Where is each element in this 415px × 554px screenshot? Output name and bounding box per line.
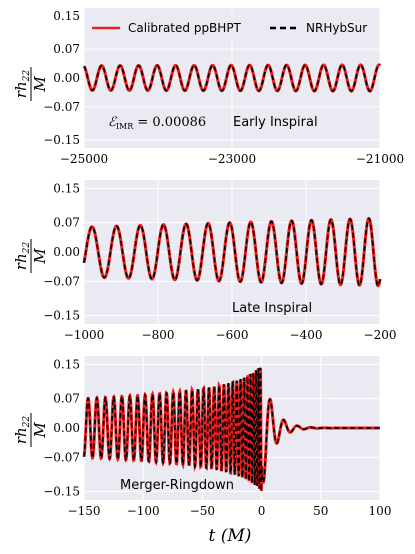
tick-labels: −1000 −800 −600 −400 −200 0.15 0.07 0.00 −0.07 −0… bbox=[43, 181, 396, 342]
svg-text:M: M bbox=[31, 422, 49, 439]
x-tick-label: −25000 bbox=[60, 152, 108, 166]
x-tick-label: −100 bbox=[127, 504, 160, 518]
x-tick-label: −1000 bbox=[64, 328, 105, 342]
legend: Calibrated ppBHPT NRHybSur bbox=[86, 14, 378, 40]
x-tick-label: −150 bbox=[68, 504, 101, 518]
y-tick-label: 0.07 bbox=[53, 215, 80, 229]
panel-annotation: Merger-Ringdown bbox=[120, 478, 234, 493]
svg-text:M: M bbox=[31, 76, 49, 93]
y-tick-label: 0.07 bbox=[53, 391, 80, 405]
waveform-curves bbox=[82, 367, 380, 492]
panel-early-inspiral: −25000 −23000 −21000 0.15 0.07 0.00 −0.07 −0.15… bbox=[43, 8, 404, 166]
tick-labels: −150 −100 −50 0 50 100 0.15 0.07 0.00 −0.07 −0.15 bbox=[43, 357, 391, 518]
y-tick-label: −0.15 bbox=[43, 485, 80, 499]
series-line-nrhybsur bbox=[83, 217, 381, 287]
y-tick-label: 0.15 bbox=[53, 9, 80, 23]
y-tick-label: −0.07 bbox=[43, 100, 80, 114]
x-tick-label: 50 bbox=[313, 504, 328, 518]
y-tick-label: 0.15 bbox=[53, 357, 80, 371]
x-tick-label: −800 bbox=[142, 328, 175, 342]
legend-box bbox=[86, 14, 378, 40]
y-tick-label: −0.15 bbox=[43, 309, 80, 323]
panel-late-inspiral: −1000 −800 −600 −400 −200 0.15 0.07 0.00 −0.07 −0… bbox=[43, 180, 396, 342]
x-tick-label: −50 bbox=[190, 504, 215, 518]
series-line-nrhybsur bbox=[83, 64, 381, 92]
panel-annotation: Early Inspiral bbox=[233, 115, 318, 130]
svg-text:rh22: rh22 bbox=[12, 242, 32, 271]
legend-label-calibrated: Calibrated ppBHPT bbox=[128, 21, 242, 35]
y-axis-label-1: rh22 M bbox=[12, 67, 49, 101]
error-label: ℰIMR = 0.00086 bbox=[108, 115, 206, 131]
x-tick-label: 0 bbox=[258, 504, 266, 518]
y-tick-label: −0.15 bbox=[43, 133, 80, 147]
y-tick-label: 0.00 bbox=[53, 245, 80, 259]
y-tick-label: −0.07 bbox=[43, 275, 80, 289]
panel-annotation: Late Inspiral bbox=[232, 301, 312, 316]
y-tick-label: −0.07 bbox=[43, 451, 80, 465]
x-axis-label: t (M) bbox=[209, 526, 252, 546]
x-tick-label: −21000 bbox=[356, 152, 404, 166]
x-tick-label: −600 bbox=[216, 328, 249, 342]
x-tick-label: −23000 bbox=[208, 152, 256, 166]
tick-labels: −25000 −23000 −21000 0.15 0.07 0.00 −0.07 −0.15 bbox=[43, 9, 404, 166]
y-tick-label: 0.00 bbox=[53, 71, 80, 85]
y-axis-label-2: rh22 M bbox=[12, 239, 49, 273]
x-tick-label: 100 bbox=[369, 504, 392, 518]
y-tick-label: 0.07 bbox=[53, 42, 80, 56]
legend-label-nrhybsur: NRHybSur bbox=[306, 21, 367, 35]
series-line-nrhybsur bbox=[83, 367, 380, 492]
waveform-curves bbox=[82, 216, 382, 288]
waveform-curves bbox=[82, 63, 382, 93]
svg-text:rh22: rh22 bbox=[12, 416, 32, 445]
x-tick-label: −200 bbox=[364, 328, 397, 342]
y-axis-label-3: rh22 M bbox=[12, 413, 49, 447]
svg-text:rh22: rh22 bbox=[12, 70, 32, 99]
svg-text:M: M bbox=[31, 248, 49, 265]
y-tick-label: 0.00 bbox=[53, 421, 80, 435]
panel-merger-ringdown: −150 −100 −50 0 50 1000.150.070.00−0.07−0.15 … bbox=[43, 356, 391, 518]
y-tick-label: 0.15 bbox=[53, 181, 80, 195]
x-tick-label: −400 bbox=[290, 328, 323, 342]
